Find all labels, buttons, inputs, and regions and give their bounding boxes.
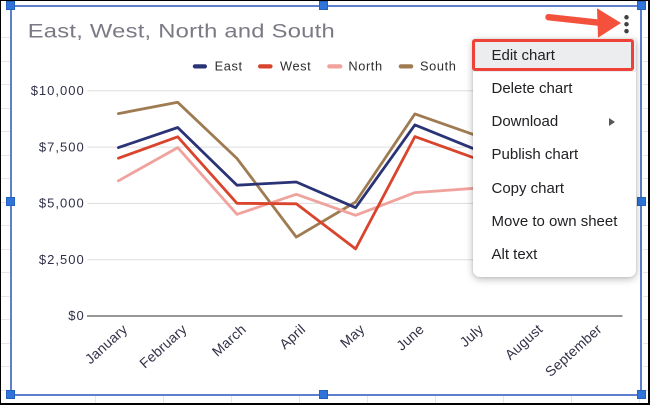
svg-text:January: January	[82, 321, 131, 367]
svg-text:East: East	[215, 58, 243, 73]
svg-text:$5,000: $5,000	[39, 196, 85, 211]
svg-text:South: South	[420, 58, 456, 73]
svg-text:$0: $0	[68, 308, 84, 323]
svg-text:June: June	[393, 321, 427, 354]
svg-text:$2,500: $2,500	[39, 252, 85, 267]
svg-text:August: August	[502, 321, 546, 363]
svg-text:$7,500: $7,500	[39, 139, 85, 154]
svg-text:$10,000: $10,000	[31, 83, 85, 98]
svg-text:West: West	[280, 58, 311, 73]
svg-text:North: North	[348, 58, 382, 73]
svg-text:East, West, North and South: East, West, North and South	[28, 21, 335, 42]
svg-text:September: September	[542, 321, 605, 380]
svg-text:February: February	[136, 321, 190, 371]
svg-text:May: May	[337, 321, 368, 351]
svg-text:July: July	[456, 321, 486, 350]
svg-text:March: March	[209, 321, 249, 360]
svg-text:April: April	[276, 321, 308, 352]
